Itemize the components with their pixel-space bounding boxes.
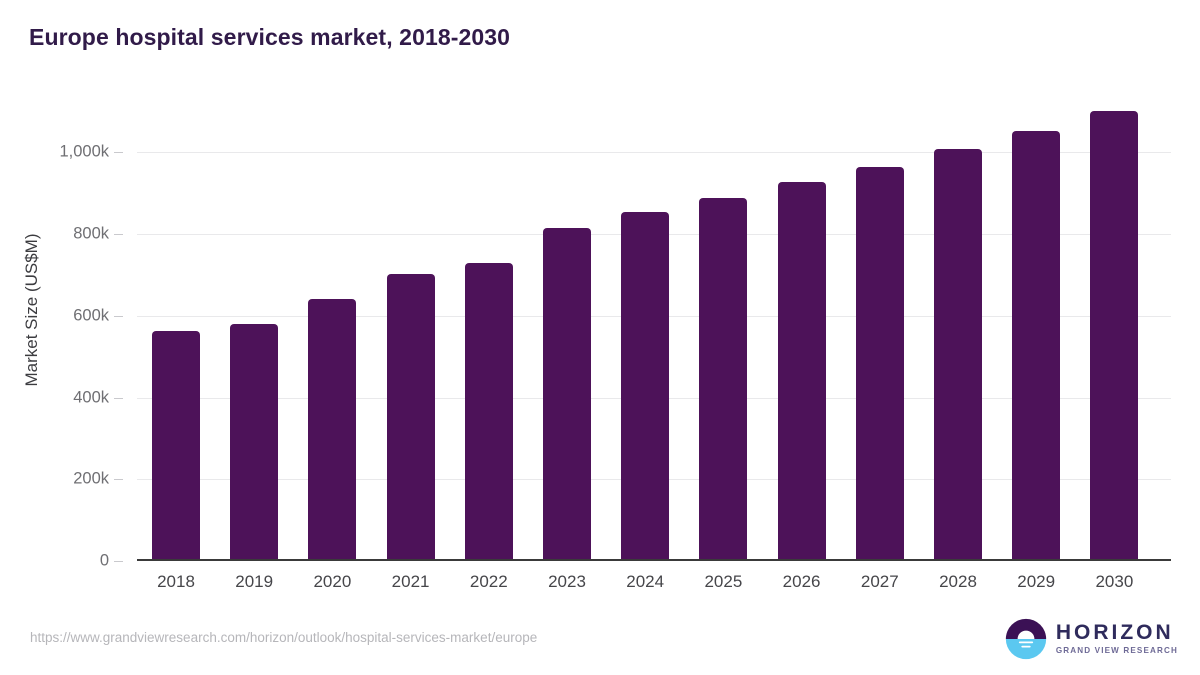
bar-series [137,100,1171,561]
x-axis-tick-label: 2025 [704,572,743,591]
bar[interactable] [855,166,904,561]
horizon-logo-mark-icon [1005,618,1047,660]
x-axis-tick-label: 2029 [1017,572,1056,591]
x-axis-tick-label: 2022 [469,572,508,591]
y-axis-tick-mark [114,397,123,399]
x-axis-tick-labels: 2018 2019 2020 2021 2022 2023 2024 2025 2026 2027… [137,572,1171,600]
y-axis-tick-mark [114,152,123,154]
bar[interactable] [934,149,982,561]
x-axis-tick-label: 2020 [313,572,352,591]
bar[interactable] [464,263,513,561]
x-axis-tick-label: 2024 [626,572,665,591]
bar[interactable] [308,298,357,561]
x-axis-tick-label: 2023 [548,572,586,591]
bar[interactable] [1090,110,1139,561]
bar[interactable] [621,212,670,561]
y-axis-tick-label: 400k [73,388,109,407]
x-axis-tick-label: 2021 [391,572,430,591]
y-axis-tick-label: 800k [73,224,109,243]
y-axis-tick-label: 1,000k [59,142,109,161]
bar[interactable] [152,331,200,561]
y-axis-tick-mark [114,479,123,481]
x-axis-tick-label: 2026 [782,572,821,591]
plot-area [137,100,1171,561]
y-axis-tick-mark [114,234,123,236]
x-axis-tick-label: 2019 [235,572,274,591]
chart-title: Europe hospital services market, 2018-20… [29,24,511,50]
y-axis-tick-mark [114,561,123,562]
gridline [137,152,1171,154]
y-axis-tick-label: 600k [73,306,109,325]
bar[interactable] [543,228,591,561]
y-axis-tick-label: 0 [99,551,109,570]
horizon-logo-text: HORIZON GRAND VIEW RESEARCH [1056,622,1178,655]
x-axis-tick-label: 2030 [1095,572,1134,591]
x-axis-tick-label: 2028 [939,572,977,591]
logo-name: HORIZON [1055,621,1174,645]
bar[interactable] [699,197,748,561]
bar[interactable] [386,273,435,561]
y-axis-tick-mark [114,315,123,317]
source-url[interactable]: https://www.grandviewresearch.com/horizo… [30,630,538,645]
y-axis-tick-label: 200k [73,469,109,488]
x-axis-tick-label: 2027 [860,572,899,591]
horizon-logo: HORIZON GRAND VIEW RESEARCH [1005,618,1178,660]
bar[interactable] [777,181,826,561]
y-axis-tick-labels: 0 200k 400k 600k 800k 1,000k [0,100,123,570]
x-axis-tick-label: 2018 [157,572,195,591]
logo-tagline: GRAND VIEW RESEARCH [1055,646,1178,656]
bar[interactable] [230,323,279,561]
bar[interactable] [1012,130,1061,561]
x-axis-line [137,559,1171,561]
